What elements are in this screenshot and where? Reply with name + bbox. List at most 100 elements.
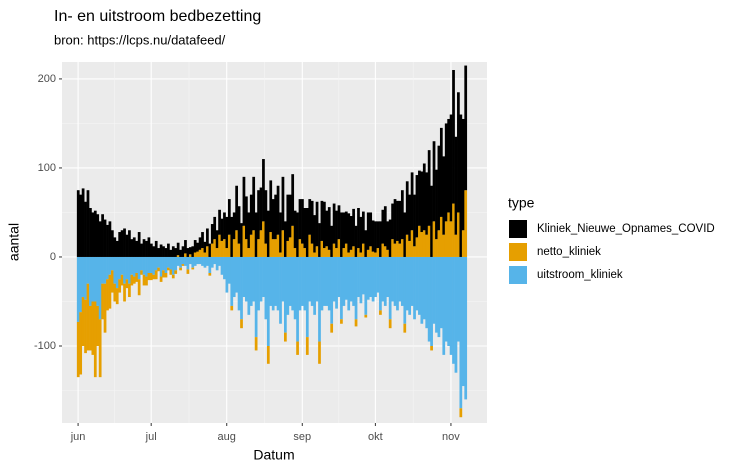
bar: [266, 210, 270, 257]
bar: [359, 216, 363, 253]
bar: [410, 256, 414, 306]
bar: [413, 194, 416, 247]
y-tick-label: -100: [34, 340, 56, 352]
legend-label: uitstroom_kliniek: [537, 269, 623, 281]
bar: [220, 218, 224, 241]
bar: [322, 256, 326, 306]
bar: [442, 156, 446, 235]
bar: [286, 256, 290, 315]
bar: [264, 256, 268, 320]
bar: [167, 256, 170, 268]
bar: [230, 256, 234, 306]
bar: [347, 213, 351, 253]
bar: [461, 256, 465, 387]
bar: [84, 256, 87, 300]
bar: [288, 237, 292, 257]
bar: [281, 176, 285, 231]
bar: [388, 256, 392, 320]
bar: [274, 239, 277, 257]
bar: [398, 243, 402, 257]
bar: [215, 248, 219, 257]
bar: [461, 118, 465, 231]
bar: [115, 288, 119, 305]
bar: [206, 256, 209, 266]
bar: [247, 212, 251, 249]
legend-key: [509, 220, 527, 238]
bar: [279, 212, 282, 253]
bar: [93, 301, 97, 378]
bar: [123, 228, 126, 257]
bar: [408, 240, 412, 257]
bar: [439, 256, 443, 329]
bar: [415, 237, 419, 257]
bar: [291, 225, 295, 257]
bar: [145, 276, 148, 286]
bar: [264, 190, 268, 244]
bar: [79, 194, 83, 257]
bar: [464, 256, 468, 400]
bar: [330, 256, 334, 324]
bar: [240, 223, 243, 257]
bar: [410, 230, 414, 257]
bar: [266, 345, 270, 364]
bar: [84, 201, 87, 257]
bar: [449, 256, 453, 355]
bar: [437, 230, 441, 257]
bar: [325, 210, 329, 247]
bar: [252, 230, 256, 257]
bar: [320, 200, 324, 241]
bar: [132, 237, 136, 257]
bar: [215, 256, 219, 271]
bar: [298, 256, 302, 311]
bar: [376, 256, 380, 293]
bar: [171, 256, 175, 275]
bar: [254, 256, 258, 338]
bar: [444, 221, 448, 257]
bar: [125, 234, 129, 257]
bar: [383, 256, 387, 306]
bar: [232, 212, 236, 240]
bar: [137, 256, 141, 280]
bar: [174, 248, 178, 257]
bar: [186, 256, 190, 270]
bar: [218, 256, 221, 266]
bar: [149, 243, 153, 257]
bar: [174, 270, 178, 274]
bar: [142, 256, 146, 275]
bar: [291, 256, 295, 311]
bar: [101, 256, 104, 284]
bar: [115, 256, 119, 289]
bar: [191, 246, 195, 257]
bar: [154, 270, 158, 280]
bar: [128, 283, 131, 298]
bar: [457, 256, 460, 342]
bar: [279, 256, 282, 324]
bar: [235, 230, 239, 257]
bar: [403, 323, 407, 333]
x-tick-label: sep: [293, 431, 311, 443]
bar: [103, 219, 107, 257]
bar: [393, 256, 397, 306]
x-tick-label: jun: [70, 431, 86, 443]
bar: [174, 256, 178, 271]
bar: [308, 234, 312, 257]
bar: [332, 256, 336, 302]
x-tick-label: aug: [218, 431, 236, 443]
bar: [89, 208, 92, 257]
bar: [101, 283, 104, 320]
bar: [425, 172, 429, 235]
bar: [208, 243, 212, 257]
bar: [81, 188, 85, 257]
bar: [454, 234, 458, 257]
bar: [108, 256, 112, 275]
bar: [271, 199, 275, 240]
bar: [252, 256, 256, 302]
bar: [459, 256, 463, 409]
bar: [357, 248, 360, 257]
bar: [91, 256, 95, 302]
bar: [198, 237, 202, 250]
bar: [103, 256, 107, 284]
bar: [135, 272, 139, 282]
bar: [444, 123, 448, 222]
x-tick-label: nov: [442, 431, 460, 443]
